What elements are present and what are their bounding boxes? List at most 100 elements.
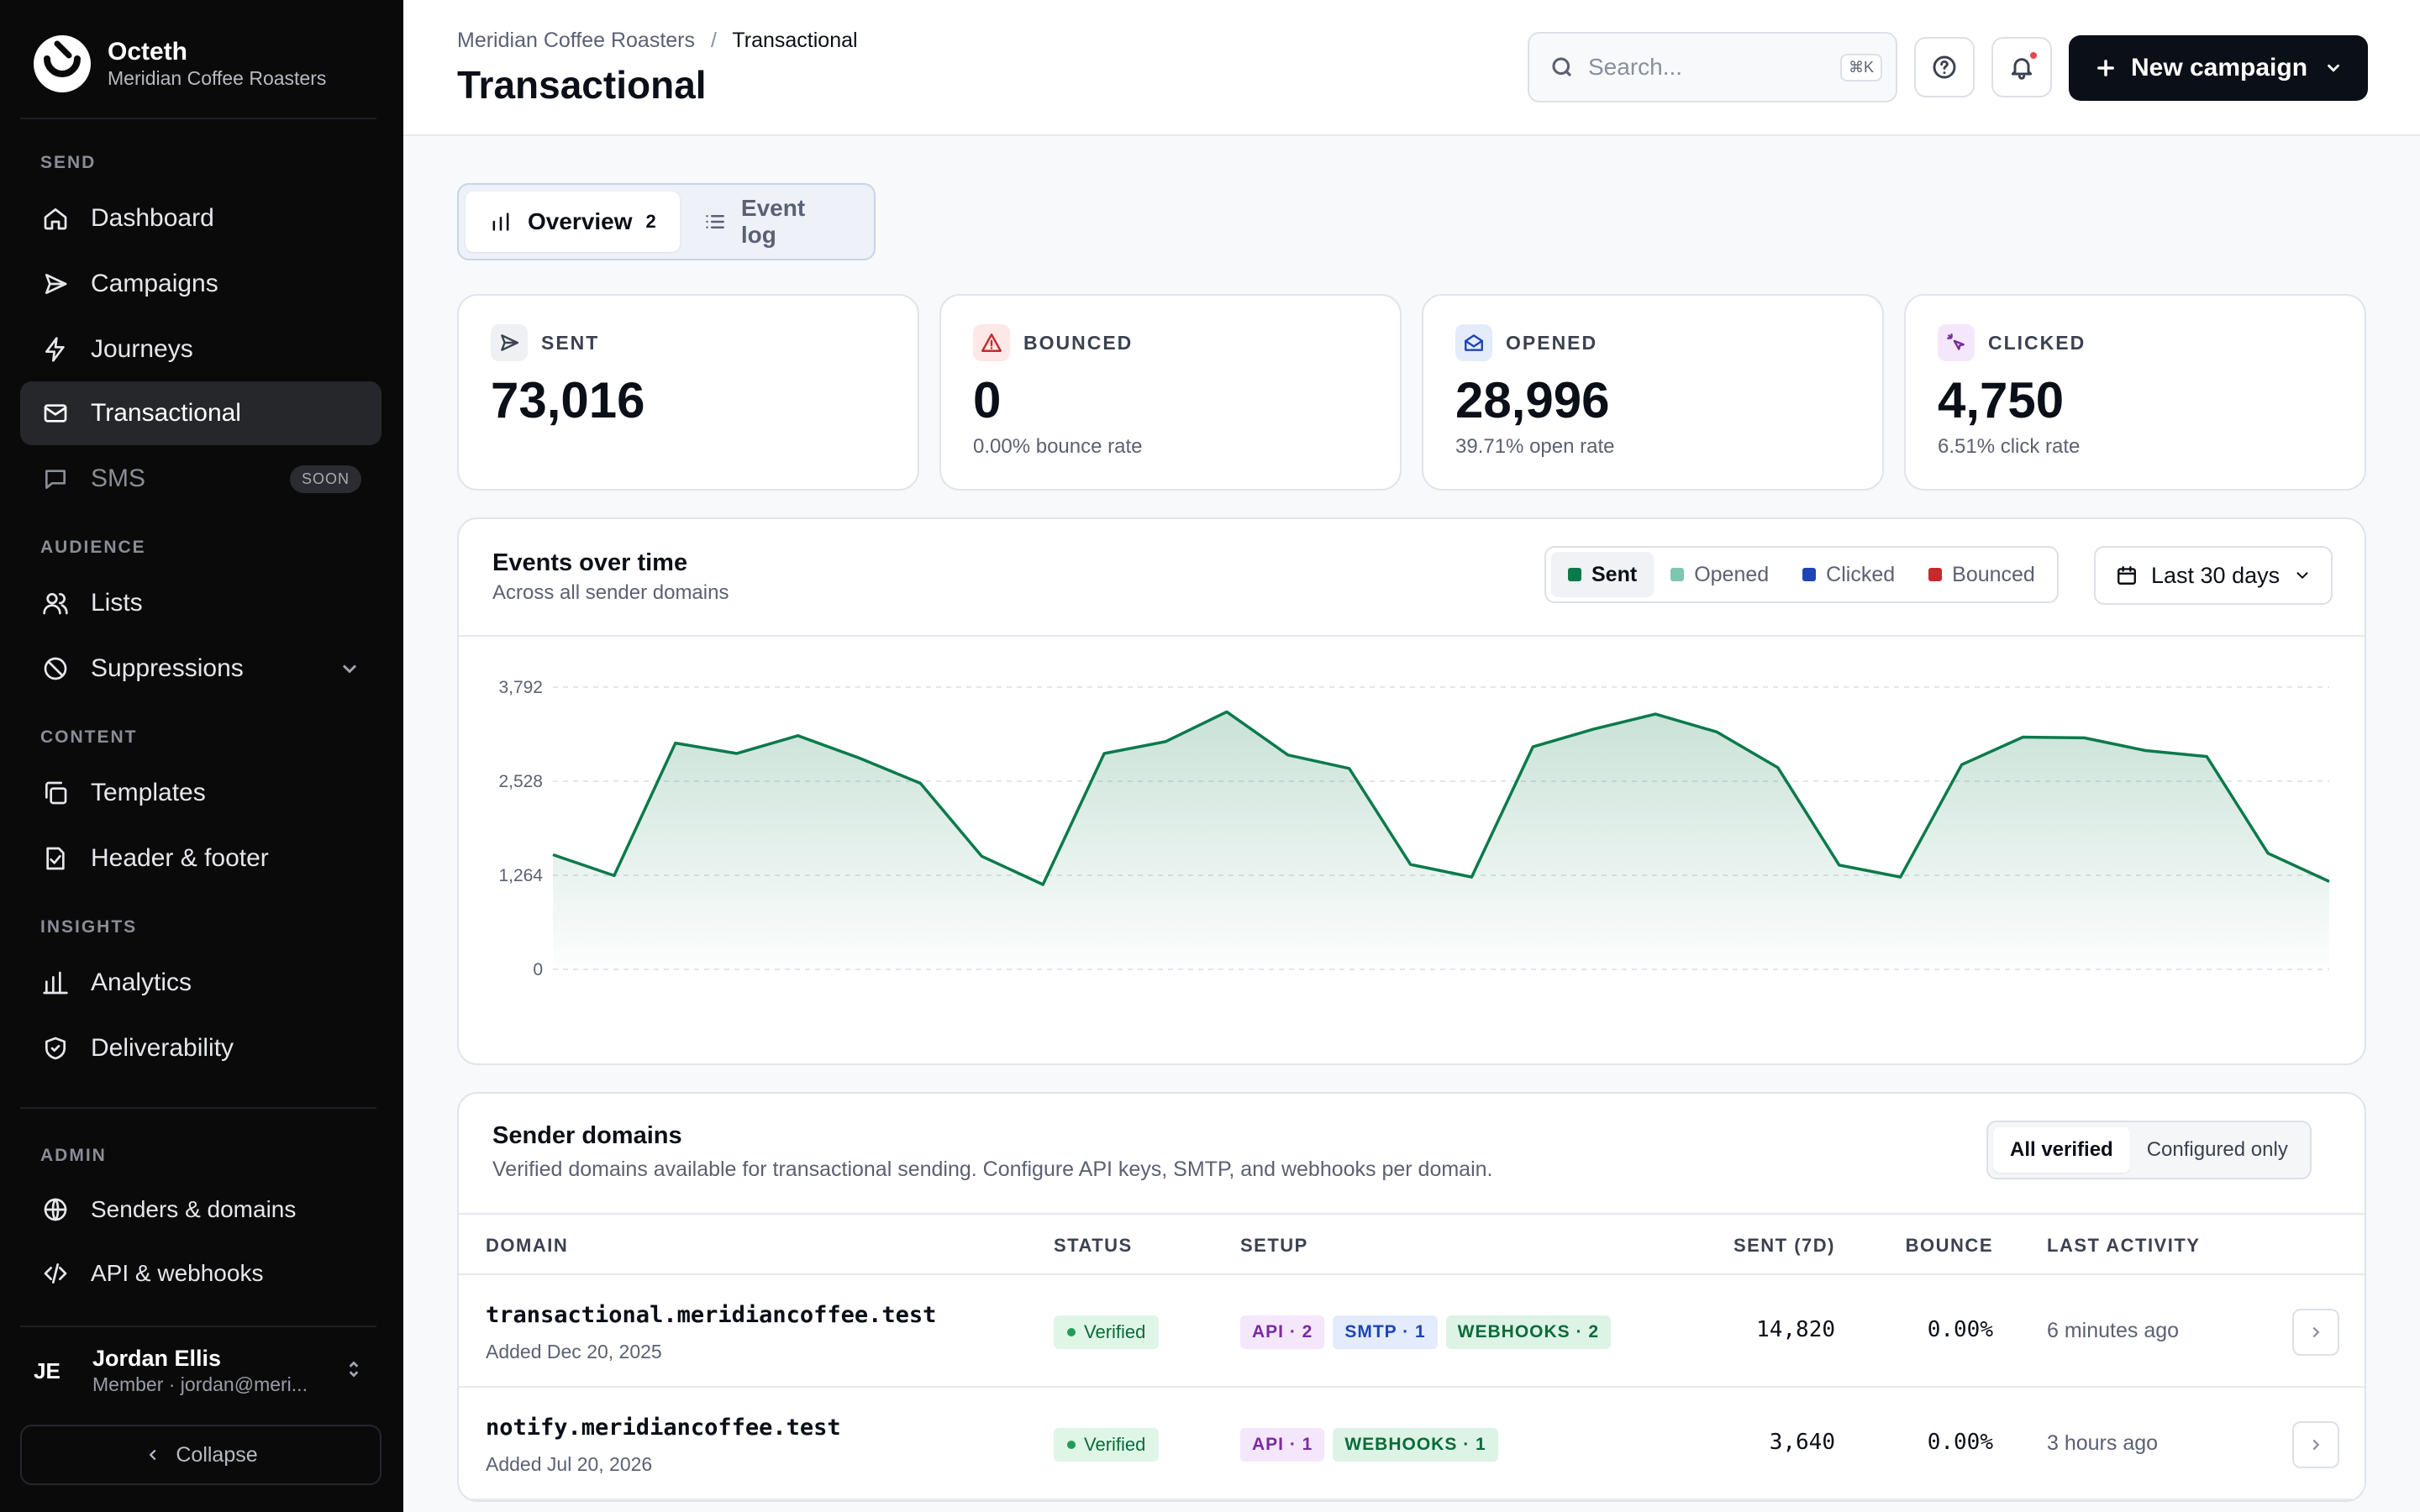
stat-sub: 39.71% open rate xyxy=(1455,435,1615,458)
sidebar-item-senders-domains[interactable]: Senders & domains xyxy=(20,1178,381,1242)
legend-swatch xyxy=(1670,568,1685,581)
sidebar-item-label: Journeys xyxy=(91,335,193,363)
legend-label: Opened xyxy=(1694,562,1770,586)
tab-event-log-label: Event log xyxy=(740,195,806,248)
sidebar-item-journeys[interactable]: Journeys xyxy=(20,318,381,381)
tab-overview-label: Overview xyxy=(528,208,633,234)
sidebar-item-deliverability[interactable]: Deliverability xyxy=(20,1016,381,1080)
date-range-label: Last 30 days xyxy=(2151,562,2281,588)
globe-icon xyxy=(40,1194,71,1225)
api-tag: API · 2 xyxy=(1240,1315,1325,1349)
last-activity: 6 minutes ago xyxy=(2047,1319,2180,1342)
mail-open-icon xyxy=(1455,324,1492,361)
collapse-button[interactable]: Collapse xyxy=(20,1425,381,1485)
shield-check-icon xyxy=(40,1033,71,1063)
open-domain-button[interactable] xyxy=(2292,1309,2339,1356)
sidebar-item-campaigns[interactable]: Campaigns xyxy=(20,252,381,316)
list-icon xyxy=(706,214,724,229)
column-header-setup[interactable]: SETUP xyxy=(1240,1235,1308,1256)
legend-label: Sent xyxy=(1591,562,1638,586)
legend-bounced[interactable]: Bounced xyxy=(1912,552,2052,597)
sidebar-item-header-footer[interactable]: Header & footer xyxy=(20,827,381,890)
filter-all-verified[interactable]: All verified xyxy=(1993,1127,2130,1173)
search-input[interactable] xyxy=(1588,54,1832,81)
legend-opened[interactable]: Opened xyxy=(1654,552,1786,597)
collapse-label: Collapse xyxy=(176,1442,258,1467)
chevron-down-icon xyxy=(2328,64,2339,72)
section-label-content: CONTENT xyxy=(40,727,138,747)
legend-label: Bounced xyxy=(1952,562,2035,586)
user-name: Jordan Ellis xyxy=(92,1346,222,1371)
help-button[interactable] xyxy=(1914,37,1975,97)
chart-header-divider xyxy=(459,635,2365,637)
sidebar-item-api-webhooks[interactable]: API & webhooks xyxy=(20,1242,381,1305)
section-label-admin: ADMIN xyxy=(40,1146,107,1165)
sidebar: Octeth Meridian Coffee Roasters SEND Das… xyxy=(0,0,403,1512)
filter-configured-only[interactable]: Configured only xyxy=(2146,1138,2288,1161)
table-header: DOMAIN STATUS SETUP SENT (7D) BOUNCE LAS… xyxy=(459,1213,2365,1275)
lightning-icon xyxy=(40,334,71,365)
search-box[interactable]: ⌘K xyxy=(1528,32,1897,102)
new-campaign-label: New campaign xyxy=(2130,54,2308,81)
chevron-left-icon xyxy=(149,1449,156,1461)
webhooks-tag: WEBHOOKS · 2 xyxy=(1445,1315,1611,1349)
column-header-domain[interactable]: DOMAIN xyxy=(486,1235,569,1256)
column-header-last-activity[interactable]: LAST ACTIVITY xyxy=(2047,1235,2201,1256)
webhooks-tag: WEBHOOKS · 1 xyxy=(1333,1428,1498,1462)
send-icon xyxy=(491,324,528,361)
column-header-status[interactable]: STATUS xyxy=(1054,1235,1133,1256)
brand[interactable]: Octeth Meridian Coffee Roasters xyxy=(32,34,326,94)
table-row[interactable]: transactional.meridiancoffee.test Added … xyxy=(459,1275,2365,1388)
column-header-bounce[interactable]: BOUNCE xyxy=(1905,1235,1993,1256)
sidebar-item-analytics[interactable]: Analytics xyxy=(20,951,381,1015)
chart-legend: Sent Opened Clicked Bounced xyxy=(1544,546,2059,603)
open-domain-button[interactable] xyxy=(2292,1421,2339,1468)
domain-name: transactional.meridiancoffee.test xyxy=(486,1302,937,1328)
chart-title: Events over time xyxy=(492,549,688,576)
sent-7d-value: 3,640 xyxy=(1769,1430,1835,1455)
chevron-right-icon xyxy=(2312,1326,2320,1338)
tab-event-log[interactable]: Event log xyxy=(680,192,867,252)
legend-clicked[interactable]: Clicked xyxy=(1786,552,1912,597)
sidebar-item-templates[interactable]: Templates xyxy=(20,761,381,825)
top-header: Meridian Coffee Roasters / Transactional… xyxy=(403,0,2420,136)
sidebar-item-transactional[interactable]: Transactional xyxy=(20,381,381,445)
sidebar-item-sms[interactable]: SMS SOON xyxy=(20,447,381,511)
column-header-sent[interactable]: SENT (7D) xyxy=(1733,1235,1835,1256)
legend-swatch xyxy=(1568,568,1581,581)
stat-value: 0 xyxy=(973,372,1002,428)
legend-label: Clicked xyxy=(1826,562,1896,586)
stat-card-sent: SENT 73,016 xyxy=(457,294,919,491)
sidebar-item-lists[interactable]: Lists xyxy=(20,571,381,635)
status-dot xyxy=(1067,1441,1076,1449)
chevron-up-down-icon xyxy=(343,1358,365,1384)
table-row[interactable]: notify.meridiancoffee.test Added Jul 20,… xyxy=(459,1388,2365,1500)
section-label-insights: INSIGHTS xyxy=(40,917,138,937)
legend-sent[interactable]: Sent xyxy=(1551,552,1655,597)
bounce-value: 0.00% xyxy=(1927,1317,1993,1342)
sidebar-item-dashboard[interactable]: Dashboard xyxy=(20,186,381,250)
last-activity: 3 hours ago xyxy=(2047,1431,2159,1455)
stat-label: OPENED xyxy=(1506,331,1598,354)
tab-overview[interactable]: Overview 2 xyxy=(466,192,680,252)
notifications-button[interactable] xyxy=(1991,37,2052,97)
new-campaign-button[interactable]: New campaign xyxy=(2069,35,2368,101)
sidebar-divider xyxy=(20,1326,376,1327)
status-label: Verified xyxy=(1084,1321,1146,1342)
date-range-dropdown[interactable]: Last 30 days xyxy=(2094,546,2333,605)
section-label-send: SEND xyxy=(40,153,97,172)
domain-added-date: Added Dec 20, 2025 xyxy=(486,1341,662,1362)
stat-card-opened: OPENED 28,996 39.71% open rate xyxy=(1422,294,1884,491)
send-icon xyxy=(40,269,71,299)
sidebar-item-suppressions[interactable]: Suppressions xyxy=(20,637,381,701)
sender-domains-card: Sender domains Verified domains availabl… xyxy=(457,1092,2366,1502)
setup-tags: API · 1 WEBHOOKS · 1 xyxy=(1240,1428,1507,1462)
sidebar-item-label: Transactional xyxy=(91,399,241,427)
sidebar-divider xyxy=(20,118,376,119)
events-chart-card: Events over time Across all sender domai… xyxy=(457,517,2366,1065)
user-menu[interactable]: JE Jordan Ellis Member · jordan@meri... xyxy=(20,1337,381,1404)
breadcrumb-parent-link[interactable]: Meridian Coffee Roasters xyxy=(457,29,696,52)
sidebar-item-label: Header & footer xyxy=(91,844,269,872)
home-icon xyxy=(40,203,71,234)
sidebar-item-label: Deliverability xyxy=(91,1034,234,1062)
